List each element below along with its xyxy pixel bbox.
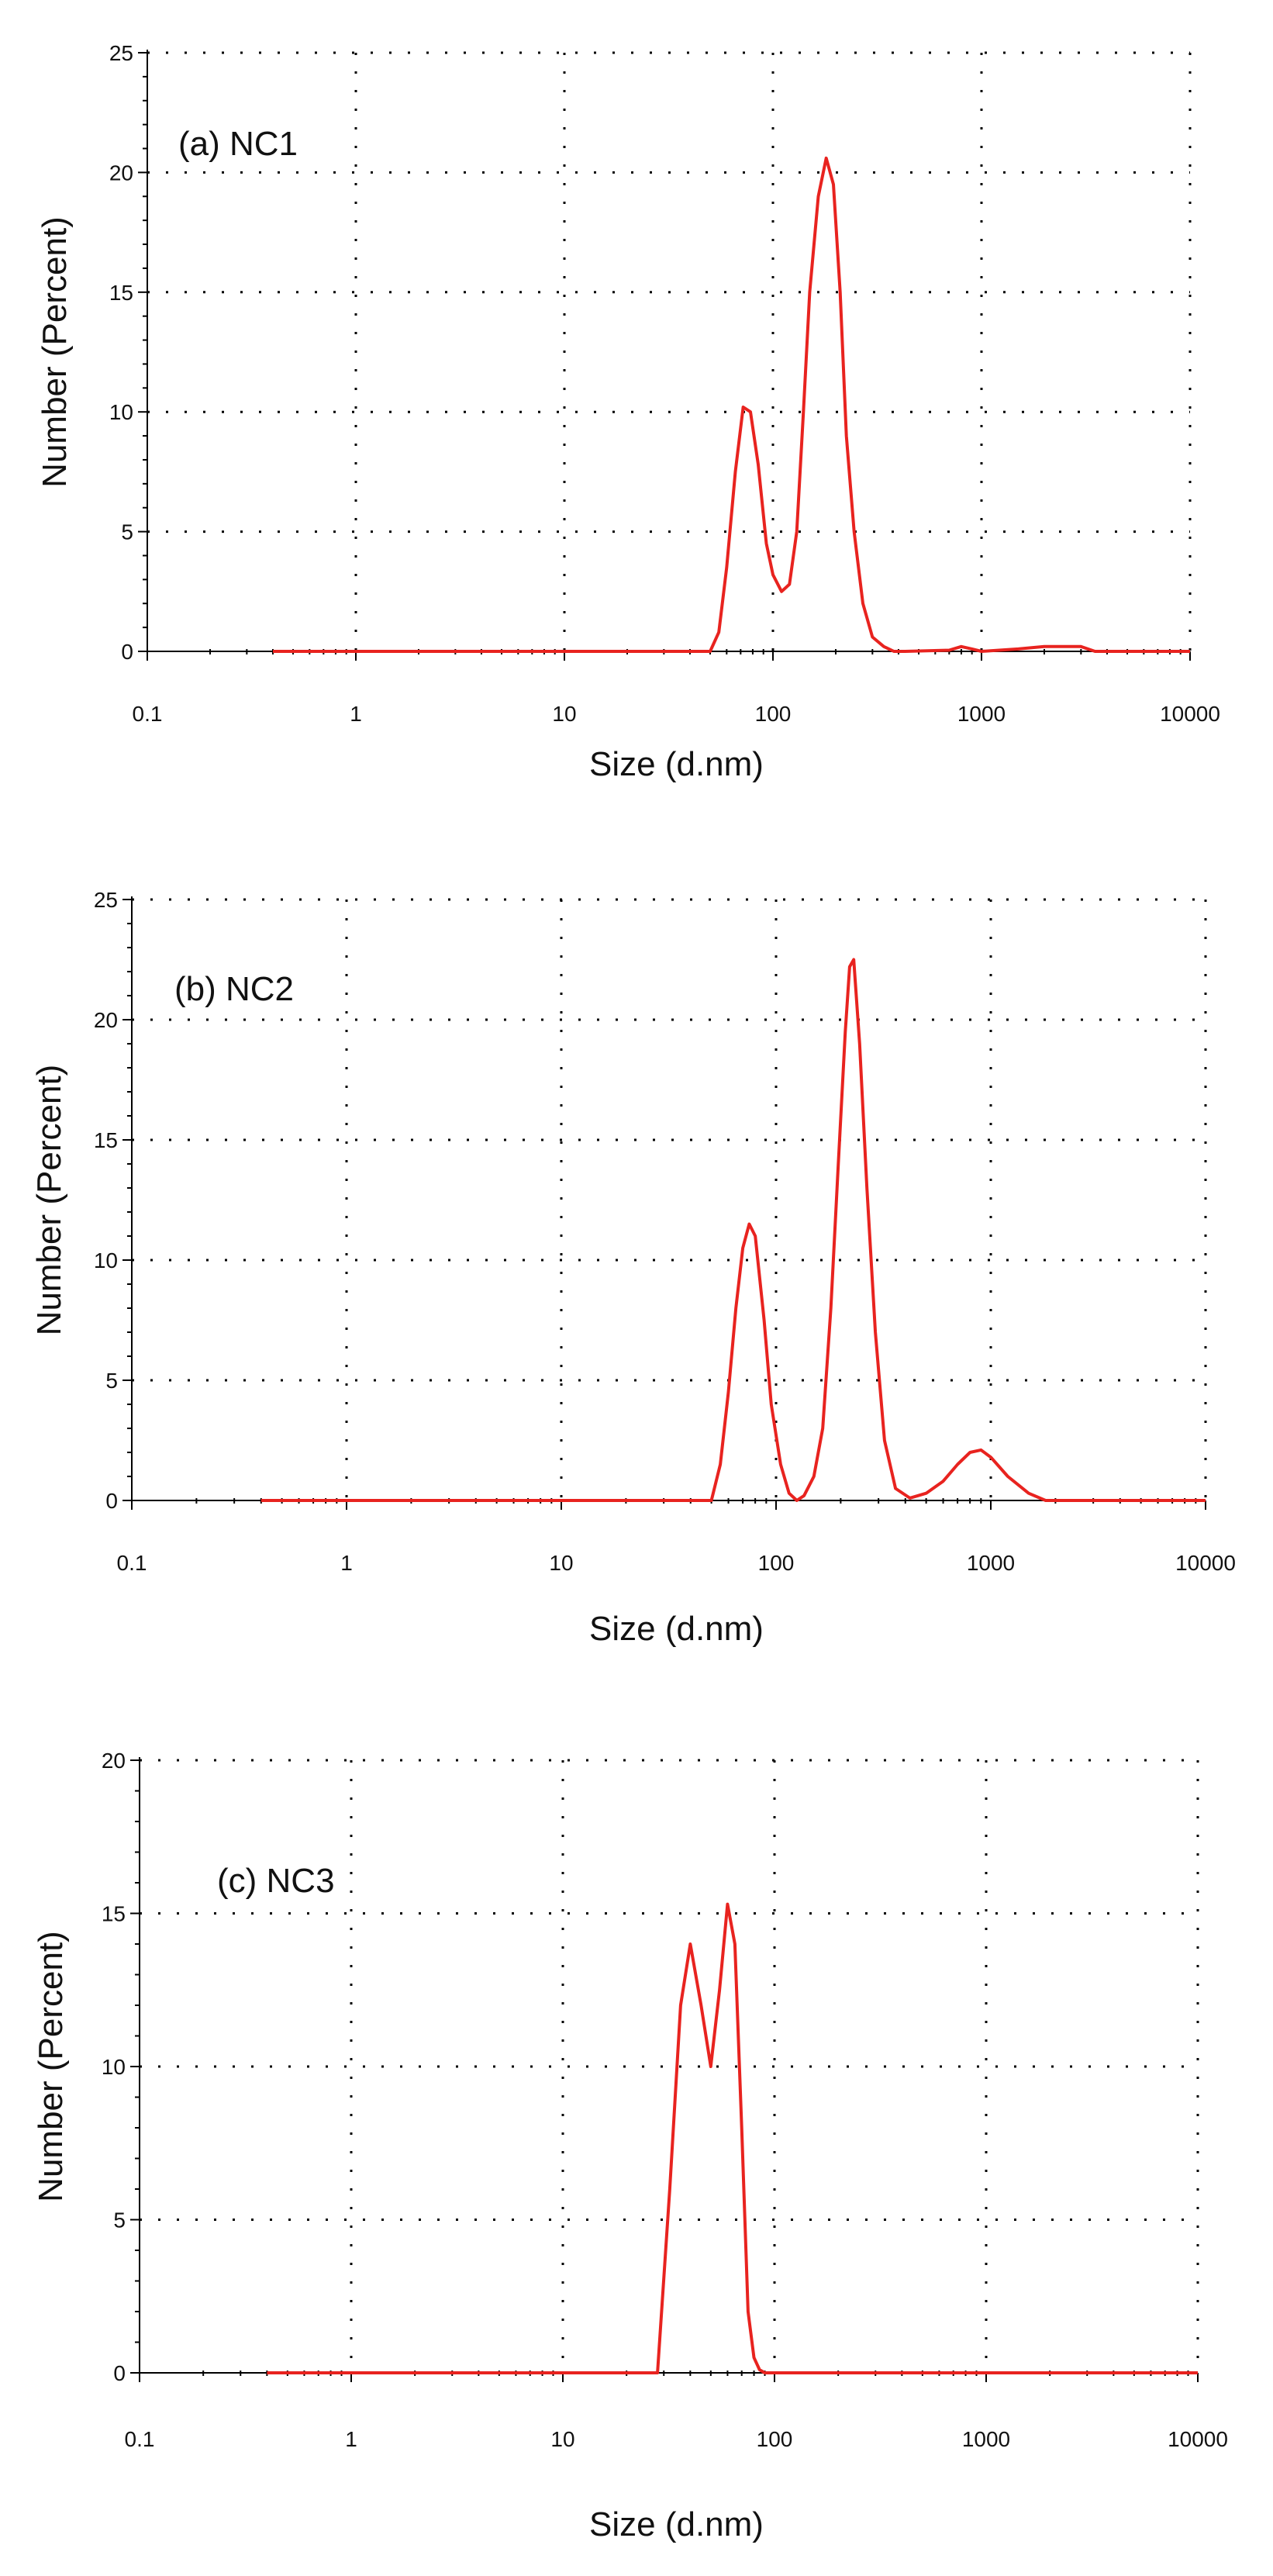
x-tick-label: 10 (549, 1551, 573, 1575)
chart-panel-c: 0 5 10 15 20 0.1 1 10 100 1000 10000 Size (d.nm) Num… (0, 1714, 1273, 2576)
x-tick-label: 100 (755, 702, 792, 726)
x-tick-label: 10000 (1168, 2427, 1228, 2451)
x-tick-label: 1 (350, 702, 362, 726)
chart-panel-b: 0 5 10 15 20 25 0.1 1 10 100 1000 10000 Size (d.nm) N… (0, 837, 1273, 1690)
x-tick-label: 1 (345, 2427, 357, 2451)
x-tick-label: 1000 (967, 1551, 1015, 1575)
y-tick-label: 10 (102, 2055, 126, 2079)
y-axis-title: Number (Percent) (32, 1931, 70, 2202)
y-tick-label: 20 (102, 1749, 126, 1773)
x-tick-label: 10 (552, 702, 576, 726)
y-tick-label: 15 (94, 1128, 118, 1152)
y-tick-label: 20 (109, 161, 133, 185)
x-axis-title: Size (d.nm) (589, 745, 764, 783)
x-tick-label: 0.1 (133, 702, 163, 726)
y-tick-label: 0 (105, 1489, 118, 1513)
y-tick-label: 5 (105, 1369, 118, 1393)
x-tick-label: 1 (340, 1551, 353, 1575)
x-tick-label: 10000 (1160, 702, 1220, 726)
chart-svg-a: 0 5 10 15 20 25 0.1 1 10 100 1000 10000 Size (d.nm) N… (36, 41, 1220, 783)
y-tick-label: 15 (109, 281, 133, 305)
panel-label-b: (b) NC2 (174, 970, 294, 1008)
x-tick-label: 1000 (962, 2427, 1010, 2451)
x-tick-label: 1000 (957, 702, 1006, 726)
y-tick-label: 0 (121, 640, 133, 664)
y-tick-label: 25 (109, 41, 133, 65)
y-tick-label: 0 (113, 2361, 126, 2385)
y-tick-label: 10 (109, 400, 133, 424)
y-tick-label: 5 (121, 520, 133, 544)
y-tick-label: 25 (94, 888, 118, 912)
y-tick-label: 15 (102, 1902, 126, 1926)
panel-label-c: (c) NC3 (217, 1862, 335, 1900)
x-axis-title: Size (d.nm) (589, 2505, 764, 2543)
data-series-line-c (267, 1902, 1198, 2374)
x-tick-label: 100 (758, 1551, 795, 1575)
chart-svg-b: 0 5 10 15 20 25 0.1 1 10 100 1000 10000 Size (d.nm) N… (30, 888, 1236, 1648)
chart-svg-c: 0 5 10 15 20 0.1 1 10 100 1000 10000 Size (d.nm) Num… (32, 1749, 1228, 2543)
x-tick-label: 0.1 (125, 2427, 155, 2451)
data-series-line-b (260, 958, 1206, 1502)
data-series-line-a (273, 156, 1190, 653)
panel-label-a: (a) NC1 (178, 125, 298, 163)
x-axis-title: Size (d.nm) (589, 1610, 764, 1648)
y-axis-title: Number (Percent) (30, 1065, 68, 1336)
x-tick-label: 10 (550, 2427, 574, 2451)
y-axis-title: Number (Percent) (36, 216, 74, 488)
y-tick-label: 10 (94, 1248, 118, 1272)
y-tick-label: 5 (113, 2208, 126, 2232)
y-tick-label: 20 (94, 1008, 118, 1032)
x-tick-label: 0.1 (117, 1551, 147, 1575)
x-tick-label: 10000 (1175, 1551, 1236, 1575)
chart-panel-a: 0 5 10 15 20 25 0.1 1 10 100 1000 10000 Size (d.nm) N… (0, 0, 1273, 814)
x-tick-label: 100 (757, 2427, 793, 2451)
